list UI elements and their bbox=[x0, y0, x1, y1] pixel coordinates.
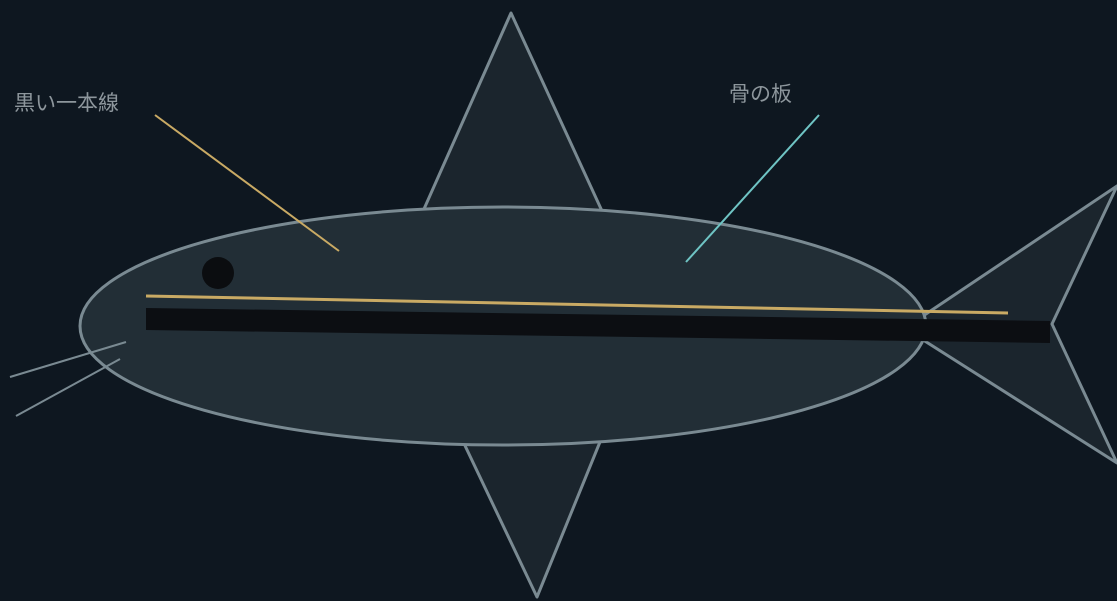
fish-eye bbox=[202, 257, 234, 289]
whisker-upper bbox=[9, 341, 127, 378]
leader-line-black-line bbox=[154, 114, 340, 252]
leader-line-bone-plate bbox=[685, 114, 820, 263]
label-bone-plate: 骨の板 bbox=[729, 82, 792, 106]
label-black-line: 黒い一本線 bbox=[14, 91, 119, 115]
black-stripe bbox=[146, 308, 1050, 343]
ventral-fin bbox=[457, 431, 604, 599]
dorsal-fin bbox=[418, 11, 604, 220]
gold-line bbox=[145, 294, 1009, 315]
whisker-lower bbox=[15, 358, 121, 417]
